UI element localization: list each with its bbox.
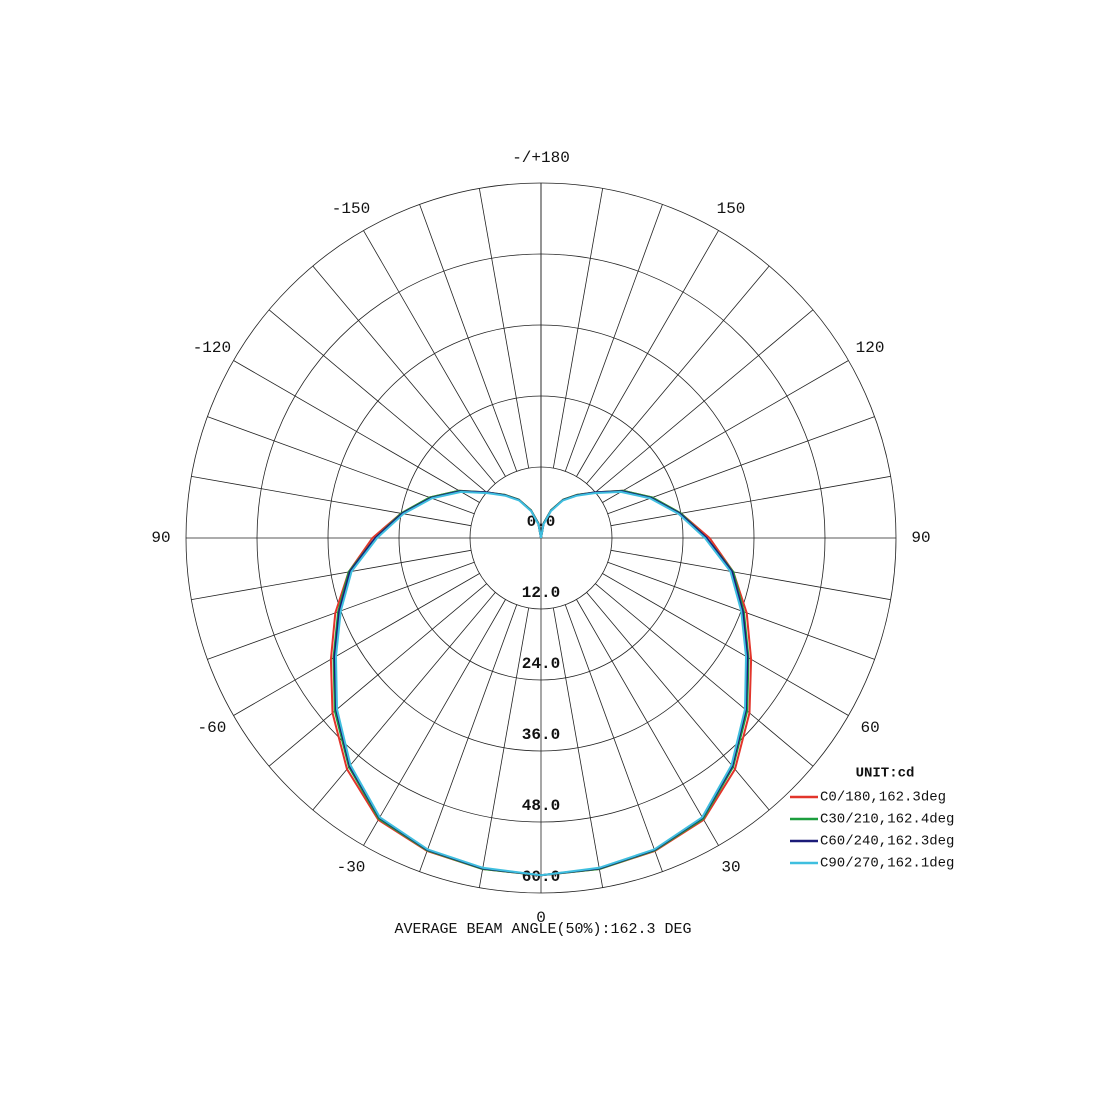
grid-spoke xyxy=(602,360,849,503)
theta-tick-label: 0 xyxy=(536,909,546,927)
legend-label: C90/270,162.1deg xyxy=(820,856,954,872)
theta-tick-label: 30 xyxy=(721,858,740,876)
theta-tick-label: 120 xyxy=(856,339,885,357)
theta-tick-label: -60 xyxy=(198,719,227,737)
grid-spoke xyxy=(576,599,719,846)
grid-spoke xyxy=(312,592,496,811)
grid-spoke xyxy=(207,416,475,515)
chart-title: AVERAGE BEAM ANGLE(50%):162.3 DEG xyxy=(394,921,691,938)
grid-spoke xyxy=(363,230,506,477)
grid-spoke xyxy=(312,265,496,484)
theta-tick-label: -120 xyxy=(193,339,231,357)
unit-label: UNIT:cd xyxy=(856,766,915,782)
grid-spoke xyxy=(610,549,891,601)
grid-spoke xyxy=(419,204,518,472)
theta-tick-label: -150 xyxy=(332,200,370,218)
grid-spoke xyxy=(564,204,663,472)
grid-spoke xyxy=(233,360,480,503)
series-line xyxy=(334,490,748,877)
theta-tick-label: 90 xyxy=(911,529,930,547)
grid-spoke xyxy=(268,583,487,767)
grid-spoke xyxy=(191,475,472,527)
grid-spoke xyxy=(586,592,770,811)
theta-tick-label: 150 xyxy=(717,200,746,218)
grid-spoke xyxy=(478,607,530,888)
theta-tick-label: -/+180 xyxy=(512,149,570,167)
grid-spoke xyxy=(419,604,518,872)
grid-spoke xyxy=(602,573,849,716)
grid-spoke xyxy=(595,309,814,493)
grid-spoke xyxy=(607,416,875,515)
grid-spoke xyxy=(610,475,891,527)
legend-label: C60/240,162.3deg xyxy=(820,834,954,850)
grid-spoke xyxy=(478,188,530,469)
theta-tick-label: 60 xyxy=(860,719,879,737)
grid-spoke xyxy=(191,549,472,601)
grid-spoke xyxy=(576,230,719,477)
theta-tick-label: 90 xyxy=(151,529,170,547)
grid-spoke xyxy=(363,599,506,846)
grid-spoke xyxy=(595,583,814,767)
grid-spoke xyxy=(586,265,770,484)
legend-label: C30/210,162.4deg xyxy=(820,812,954,828)
theta-tick-label: -30 xyxy=(337,858,366,876)
grid-spoke xyxy=(552,607,604,888)
grid-spoke xyxy=(233,573,480,716)
grid-spoke xyxy=(552,188,604,469)
legend-label: C0/180,162.3deg xyxy=(820,790,946,806)
grid-spoke xyxy=(564,604,663,872)
grid-spoke xyxy=(268,309,487,493)
